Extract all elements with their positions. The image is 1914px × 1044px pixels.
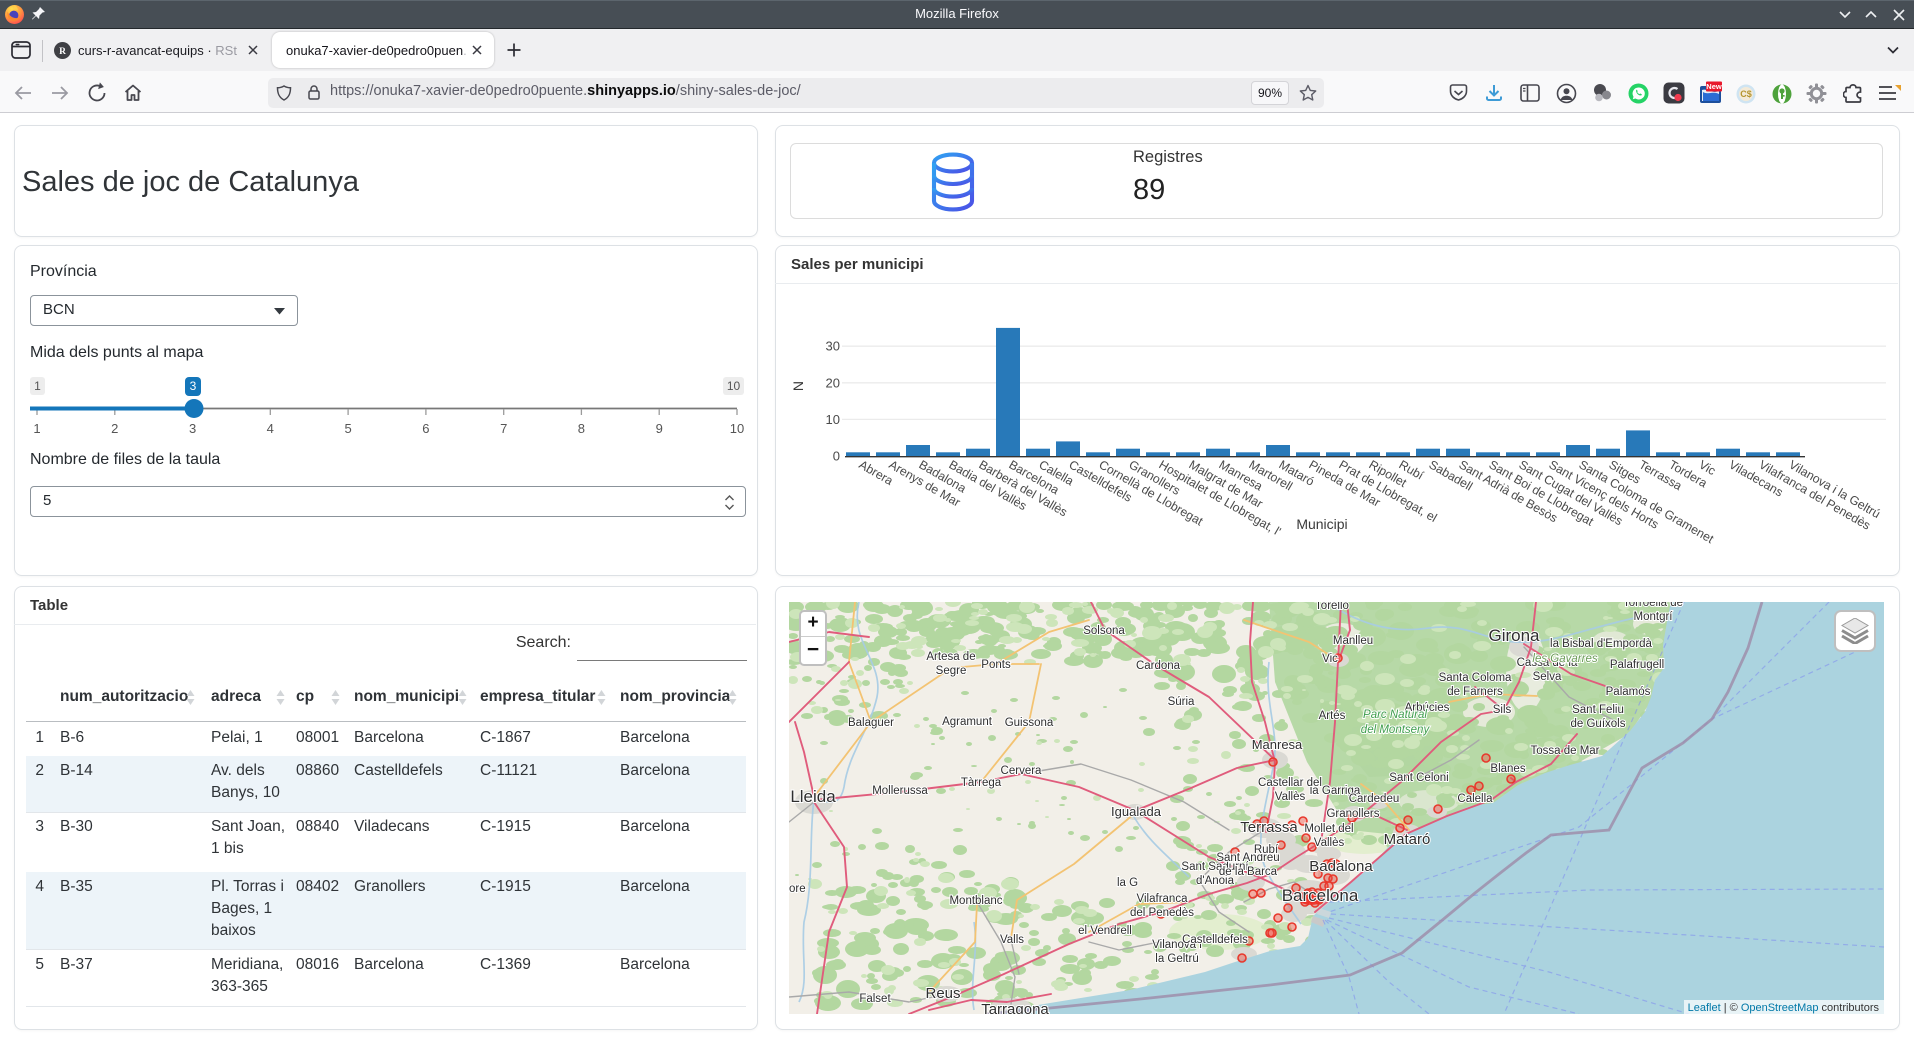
svg-text:de Guíxols: de Guíxols bbox=[1571, 718, 1626, 730]
svg-text:Castellar del: Castellar del bbox=[1258, 777, 1322, 789]
svg-text:Sils: Sils bbox=[1493, 704, 1512, 716]
svg-text:Santa Coloma: Santa Coloma bbox=[1439, 672, 1512, 684]
svg-text:N: N bbox=[790, 381, 806, 391]
svg-text:Sant Sadurní: Sant Sadurní bbox=[1181, 861, 1249, 873]
svg-text:la G: la G bbox=[1117, 877, 1138, 889]
svg-text:Igualada: Igualada bbox=[1111, 804, 1162, 819]
svg-text:Torelló: Torelló bbox=[1315, 602, 1349, 612]
svg-text:Mataró: Mataró bbox=[1384, 831, 1431, 848]
svg-text:3: 3 bbox=[189, 421, 196, 436]
svg-text:Palafrugell: Palafrugell bbox=[1610, 659, 1664, 671]
svg-text:Balaguer: Balaguer bbox=[848, 717, 894, 729]
svg-text:Tàrrega: Tàrrega bbox=[961, 777, 1002, 789]
svg-text:Reus: Reus bbox=[925, 985, 960, 1002]
svg-text:Tarragona: Tarragona bbox=[981, 1001, 1049, 1014]
svg-text:Terrassa: Terrassa bbox=[1240, 819, 1298, 836]
svg-text:Municipi: Municipi bbox=[1296, 516, 1347, 532]
svg-text:la Garriga: la Garriga bbox=[1310, 785, 1361, 797]
svg-text:de Farners: de Farners bbox=[1447, 686, 1503, 698]
svg-text:R: R bbox=[59, 47, 66, 57]
svg-text:Lleida: Lleida bbox=[790, 787, 836, 806]
svg-text:Artesa de: Artesa de bbox=[926, 651, 975, 663]
svg-text:la Geltrú: la Geltrú bbox=[1155, 953, 1198, 965]
svg-text:5: 5 bbox=[344, 421, 351, 436]
svg-text:Mollerussa: Mollerussa bbox=[872, 785, 928, 797]
svg-text:Mollet del: Mollet del bbox=[1304, 823, 1353, 835]
svg-text:Manresa: Manresa bbox=[1252, 737, 1303, 752]
svg-text:Sant Celoni: Sant Celoni bbox=[1389, 772, 1448, 784]
svg-text:Vic: Vic bbox=[1322, 653, 1338, 665]
svg-text:Cardona: Cardona bbox=[1136, 660, 1181, 672]
svg-text:9: 9 bbox=[656, 421, 663, 436]
svg-text:10: 10 bbox=[730, 421, 744, 436]
svg-text:10: 10 bbox=[826, 412, 840, 427]
svg-text:Solsona: Solsona bbox=[1083, 625, 1125, 637]
svg-text:Selva: Selva bbox=[1533, 671, 1562, 683]
svg-text:de la Barca: de la Barca bbox=[1219, 866, 1278, 878]
svg-text:la Bisbal d'Empordà: la Bisbal d'Empordà bbox=[1550, 638, 1653, 650]
svg-text:Agramunt: Agramunt bbox=[942, 716, 993, 728]
svg-text:Granollers: Granollers bbox=[1326, 808, 1379, 820]
svg-text:Súria: Súria bbox=[1168, 696, 1195, 708]
svg-text:Falset: Falset bbox=[859, 993, 891, 1005]
svg-text:Cardedeu: Cardedeu bbox=[1349, 793, 1400, 805]
svg-text:Castelldefels: Castelldefels bbox=[1182, 934, 1248, 946]
svg-text:Segre: Segre bbox=[936, 665, 967, 677]
svg-text:30: 30 bbox=[826, 339, 840, 354]
svg-text:d'Anoia: d'Anoia bbox=[1196, 875, 1235, 887]
svg-text:0: 0 bbox=[833, 449, 840, 464]
svg-text:Valls: Valls bbox=[1000, 934, 1024, 946]
svg-text:Guissona: Guissona bbox=[1005, 717, 1054, 729]
svg-text:Sant Feliu: Sant Feliu bbox=[1572, 704, 1624, 716]
svg-text:Montgrí: Montgrí bbox=[1634, 611, 1674, 623]
svg-text:Parc Natural: Parc Natural bbox=[1363, 709, 1427, 721]
svg-text:del Montseny: del Montseny bbox=[1361, 724, 1431, 736]
svg-text:Montblanc: Montblanc bbox=[949, 895, 1002, 907]
svg-text:Ponts: Ponts bbox=[981, 659, 1011, 671]
svg-text:Torroella de: Torroella de bbox=[1623, 602, 1683, 609]
svg-text:Rubí: Rubí bbox=[1254, 844, 1279, 856]
svg-text:Tossa de Mar: Tossa de Mar bbox=[1530, 745, 1599, 757]
svg-text:Sant Andreu: Sant Andreu bbox=[1216, 852, 1279, 864]
svg-text:Vallès: Vallès bbox=[1275, 791, 1306, 803]
svg-text:7: 7 bbox=[500, 421, 507, 436]
svg-text:les Gavarres: les Gavarres bbox=[1532, 653, 1597, 665]
svg-text:Vallès: Vallès bbox=[1314, 837, 1345, 849]
svg-text:Cassà de la: Cassà de la bbox=[1517, 657, 1578, 669]
svg-text:Artés: Artés bbox=[1319, 710, 1346, 722]
svg-text:New: New bbox=[1706, 82, 1722, 91]
svg-text:Vilanova i: Vilanova i bbox=[1152, 939, 1202, 951]
svg-text:2: 2 bbox=[111, 421, 118, 436]
svg-text:Cervera: Cervera bbox=[1001, 765, 1043, 777]
svg-text:Palamós: Palamós bbox=[1606, 686, 1651, 698]
svg-text:1: 1 bbox=[33, 421, 40, 436]
svg-text:el Vendrell: el Vendrell bbox=[1078, 925, 1132, 937]
svg-text:Calella: Calella bbox=[1457, 793, 1493, 805]
svg-text:Vilafranca: Vilafranca bbox=[1137, 893, 1189, 905]
svg-text:Manlleu: Manlleu bbox=[1333, 635, 1373, 647]
svg-text:4: 4 bbox=[267, 421, 274, 436]
svg-text:del Penedès: del Penedès bbox=[1130, 907, 1194, 919]
svg-text:ore: ore bbox=[789, 883, 806, 895]
svg-text:Leaflet | © OpenStreetMap cont: Leaflet | © OpenStreetMap contributors bbox=[1688, 1002, 1880, 1014]
svg-text:Barcelona: Barcelona bbox=[1282, 886, 1359, 905]
svg-text:8: 8 bbox=[578, 421, 585, 436]
svg-text:20: 20 bbox=[826, 375, 840, 390]
svg-text:6: 6 bbox=[422, 421, 429, 436]
svg-text:Arbúcies: Arbúcies bbox=[1405, 702, 1450, 714]
svg-text:Blanes: Blanes bbox=[1490, 763, 1525, 775]
svg-text:Girona: Girona bbox=[1488, 626, 1540, 645]
svg-text:C$: C$ bbox=[1740, 89, 1752, 99]
svg-text:Badalona: Badalona bbox=[1309, 858, 1373, 875]
